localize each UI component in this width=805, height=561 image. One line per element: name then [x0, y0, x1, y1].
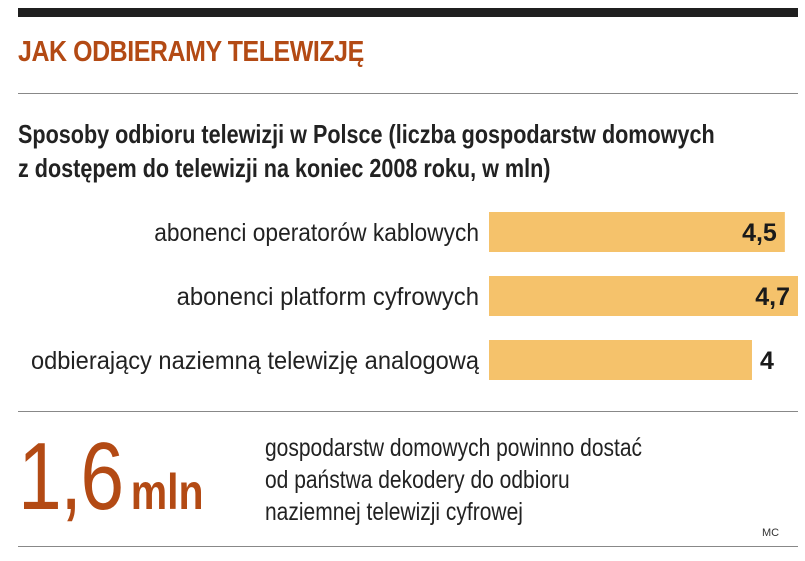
- bar-2: [489, 276, 798, 316]
- bar-1: [489, 212, 785, 252]
- section-divider: [18, 411, 798, 412]
- highlight-unit: mln: [130, 464, 204, 520]
- title-divider: [18, 93, 798, 94]
- bar-chart: abonenci operatorów kablowych 4,5 abonenci…: [31, 212, 798, 380]
- subtitle-line-1: Sposoby odbioru telewizji w Polsce (licz…: [18, 119, 715, 149]
- note-line-3: naziemnej telewizji cyfrowej: [265, 498, 523, 526]
- highlight-figure: 1,6 mln: [18, 422, 204, 532]
- highlight-number: 1,6: [18, 423, 124, 530]
- highlight-note: gospodarstw domowych powinno dostać od p…: [265, 432, 642, 528]
- chart-title: JAK ODBIERAMY TELEWIZJĘ: [18, 36, 364, 68]
- author-credit: MC: [762, 527, 780, 539]
- bottom-rule: [18, 546, 798, 547]
- value-label-3: 4: [760, 347, 774, 375]
- note-line-1: gospodarstw domowych powinno dostać: [265, 434, 643, 462]
- category-label-2: abonenci platform cyfrowych: [177, 283, 479, 311]
- chart-subtitle: Sposoby odbioru telewizji w Polsce (licz…: [18, 117, 715, 185]
- value-label-2: 4,7: [755, 283, 790, 311]
- subtitle-line-2: z dostępem do telewizji na koniec 2008 r…: [18, 153, 551, 183]
- value-label-1: 4,5: [742, 219, 777, 247]
- bar-3: [489, 340, 752, 380]
- top-rule: [18, 8, 798, 17]
- category-label-3: odbierający naziemną telewizję analogową: [31, 347, 479, 375]
- note-line-2: od państwa dekodery do odbioru: [265, 466, 570, 494]
- category-label-1: abonenci operatorów kablowych: [154, 219, 479, 247]
